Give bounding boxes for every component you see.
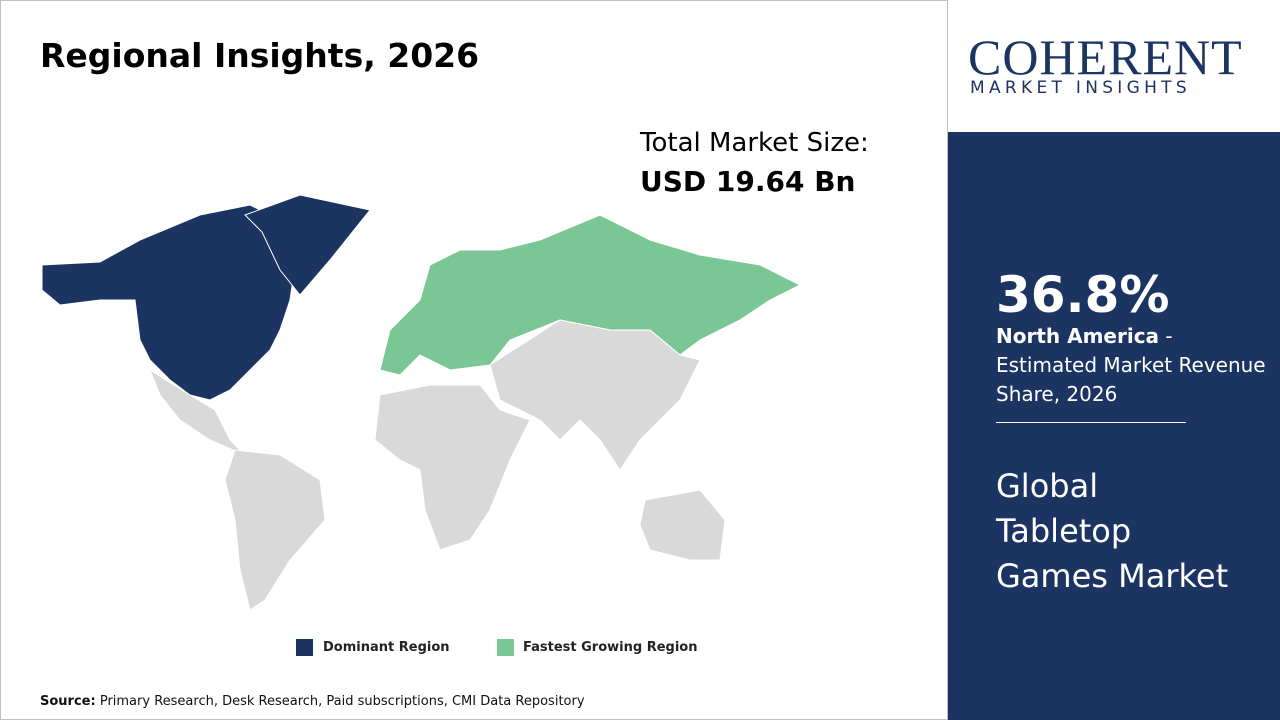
asia bbox=[489, 319, 701, 471]
logo-tagline: MARKET INSIGHTS bbox=[970, 78, 1191, 98]
legend-swatch bbox=[497, 639, 514, 656]
description: - Estimated Market Revenue Share, 2026 bbox=[996, 324, 1266, 406]
market-size-label: Total Market Size: bbox=[640, 128, 869, 158]
divider bbox=[996, 422, 1186, 423]
north-america bbox=[41, 204, 301, 401]
greenland bbox=[244, 194, 371, 296]
region: North America bbox=[996, 324, 1160, 348]
share-description: North America - Estimated Market Revenue… bbox=[996, 322, 1266, 409]
legend-swatch bbox=[296, 639, 313, 656]
source: Source: Primary Research, Desk Research,… bbox=[40, 694, 585, 709]
logo-name: COHERENT bbox=[968, 29, 1243, 85]
title: Regional Insights, 2026 bbox=[40, 36, 480, 75]
source-label: Source: bbox=[40, 694, 96, 709]
south-america bbox=[224, 449, 326, 611]
world-map bbox=[41, 194, 802, 611]
legend-label: Dominant Region bbox=[323, 640, 450, 655]
source-text: Primary Research, Desk Research, Paid su… bbox=[99, 694, 585, 709]
legend-label: Fastest Growing Region bbox=[523, 640, 698, 655]
market-name: Global Tabletop Games Market bbox=[996, 467, 1229, 595]
sidebar bbox=[948, 132, 1280, 720]
market-size-value: USD 19.64 Bn bbox=[640, 165, 856, 198]
share: 36.8% bbox=[996, 266, 1170, 324]
africa bbox=[374, 384, 531, 551]
australia bbox=[639, 489, 726, 561]
